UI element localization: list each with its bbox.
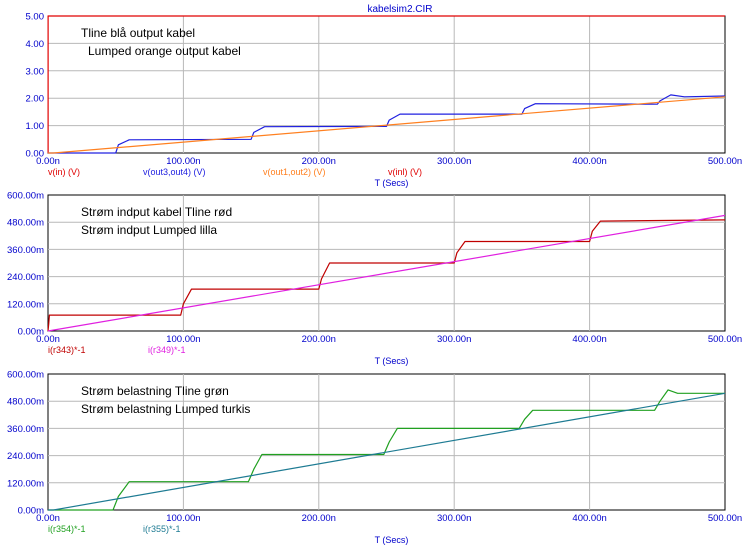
y-tick-label: 0.00 — [26, 149, 45, 160]
y-tick-label: 480.00m — [7, 397, 44, 408]
x-tick-label: 300.00n — [437, 156, 471, 167]
x-tick-label: 400.00n — [572, 513, 606, 524]
x-axis-label: T (Secs) — [375, 535, 409, 545]
legend-entry: v(out1,out2) (V) — [263, 167, 326, 177]
legend-entry: i(r349)*-1 — [148, 345, 186, 355]
y-tick-label: 2.00 — [26, 94, 45, 105]
x-tick-label: 100.00n — [166, 156, 200, 167]
plot-frame — [47, 15, 726, 154]
y-tick-label: 0.00m — [18, 506, 44, 517]
plot-annotation: Strøm belastning Tline grøn — [81, 384, 229, 398]
legend-entry: i(r343)*-1 — [48, 345, 86, 355]
legend-entry: v(out3,out4) (V) — [143, 167, 206, 177]
x-tick-label: 500.00n — [708, 513, 742, 524]
y-tick-label: 4.00 — [26, 39, 45, 50]
x-tick-label: 500.00n — [708, 156, 742, 167]
series-line-i(r355)*-1 — [48, 392, 726, 511]
window-title: kabelsim2.CIR — [367, 4, 432, 15]
plot-annotation: Strøm indput Lumped lilla — [81, 223, 217, 237]
y-tick-label: 600.00m — [7, 191, 44, 202]
series-line-v(out3,out4) — [48, 94, 726, 154]
plot-frame — [47, 373, 726, 511]
x-tick-label: 200.00n — [302, 334, 336, 345]
y-tick-label: 360.00m — [7, 245, 44, 256]
x-tick-label: 300.00n — [437, 513, 471, 524]
plot-annotation: Strøm belastning Lumped turkis — [81, 402, 250, 416]
plot-annotation: Tline blå output kabel — [81, 26, 195, 40]
plot-panel-1: 0.00 1.00 2.00 3.00 4.00 5.00 0.00n 100.00n 200.… — [26, 12, 743, 189]
x-tick-label: 400.00n — [572, 156, 606, 167]
x-tick-label: 500.00n — [708, 334, 742, 345]
y-tick-label: 120.00m — [7, 478, 44, 489]
y-tick-label: 1.00 — [26, 121, 45, 132]
y-tick-label: 120.00m — [7, 299, 44, 310]
x-tick-label: 200.00n — [302, 513, 336, 524]
x-tick-label: 400.00n — [572, 334, 606, 345]
x-tick-label: 200.00n — [302, 156, 336, 167]
y-tick-label: 480.00m — [7, 218, 44, 229]
y-tick-label: 360.00m — [7, 424, 44, 435]
x-axis-label: T (Secs) — [375, 178, 409, 188]
plot-annotation: Strøm indput kabel Tline rød — [81, 205, 232, 219]
x-tick-label: 0.00n — [36, 156, 60, 167]
series-line-i(r354)*-1 — [48, 389, 725, 511]
x-tick-label: 100.00n — [166, 513, 200, 524]
plot-panel-2: 0.00m 120.00m 240.00m 360.00m 480.00m 600.00m… — [7, 191, 742, 367]
x-tick-label: 0.00n — [36, 513, 60, 524]
y-tick-label: 3.00 — [26, 66, 45, 77]
y-tick-label: 5.00 — [26, 12, 45, 23]
plot-annotation: Lumped orange output kabel — [88, 44, 241, 58]
legend-entry: v(in) (V) — [48, 167, 80, 177]
plot-panel-3: 0.00m 120.00m 240.00m 360.00m 480.00m 600.00m… — [7, 370, 742, 546]
series-line-v(out1,out2) — [48, 96, 726, 154]
legend-entry: v(inl) (V) — [388, 167, 422, 177]
x-axis-label: T (Secs) — [375, 356, 409, 366]
x-tick-label: 100.00n — [166, 334, 200, 345]
y-tick-label: 240.00m — [7, 451, 44, 462]
x-tick-label: 300.00n — [437, 334, 471, 345]
x-tick-label: 0.00n — [36, 334, 60, 345]
y-tick-label: 240.00m — [7, 272, 44, 283]
series-line-i(r349)*-1 — [47, 214, 726, 332]
legend-entry: i(r354)*-1 — [48, 524, 86, 534]
legend-entry: i(r355)*-1 — [143, 524, 181, 534]
y-tick-label: 0.00m — [18, 327, 44, 338]
y-tick-label: 600.00m — [7, 370, 44, 381]
series-line-i(r343)*-1 — [47, 219, 726, 332]
